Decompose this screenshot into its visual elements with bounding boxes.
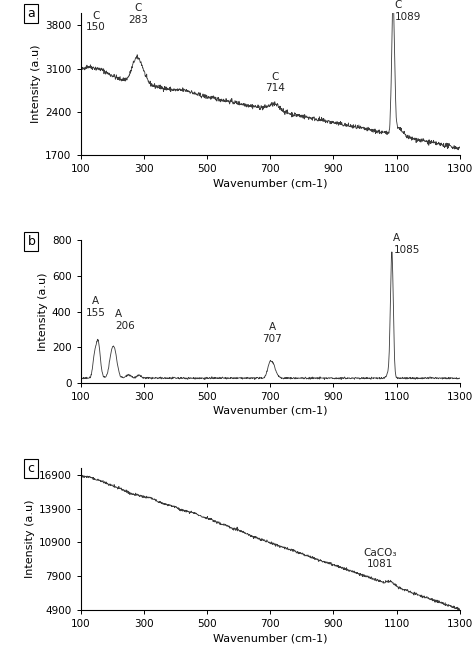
Y-axis label: Intensity (a.u): Intensity (a.u) — [31, 45, 41, 123]
Text: C
1089: C 1089 — [394, 0, 421, 21]
Text: c: c — [27, 462, 35, 475]
Text: C
283: C 283 — [128, 3, 148, 25]
Text: A
1085: A 1085 — [393, 233, 420, 254]
Text: A
707: A 707 — [263, 322, 282, 343]
Y-axis label: Intensity (a.u): Intensity (a.u) — [25, 500, 35, 578]
X-axis label: Wavenumber (cm-1): Wavenumber (cm-1) — [213, 406, 328, 416]
Y-axis label: Intensity (a.u): Intensity (a.u) — [38, 273, 48, 350]
Text: C
714: C 714 — [264, 72, 284, 93]
Text: a: a — [27, 7, 35, 20]
Text: A
155: A 155 — [86, 296, 106, 318]
Text: A
206: A 206 — [115, 310, 135, 331]
X-axis label: Wavenumber (cm-1): Wavenumber (cm-1) — [213, 178, 328, 188]
Text: CaCO₃
1081: CaCO₃ 1081 — [364, 548, 397, 569]
Text: b: b — [27, 235, 36, 248]
X-axis label: Wavenumber (cm-1): Wavenumber (cm-1) — [213, 633, 328, 643]
Text: C
150: C 150 — [86, 10, 106, 32]
